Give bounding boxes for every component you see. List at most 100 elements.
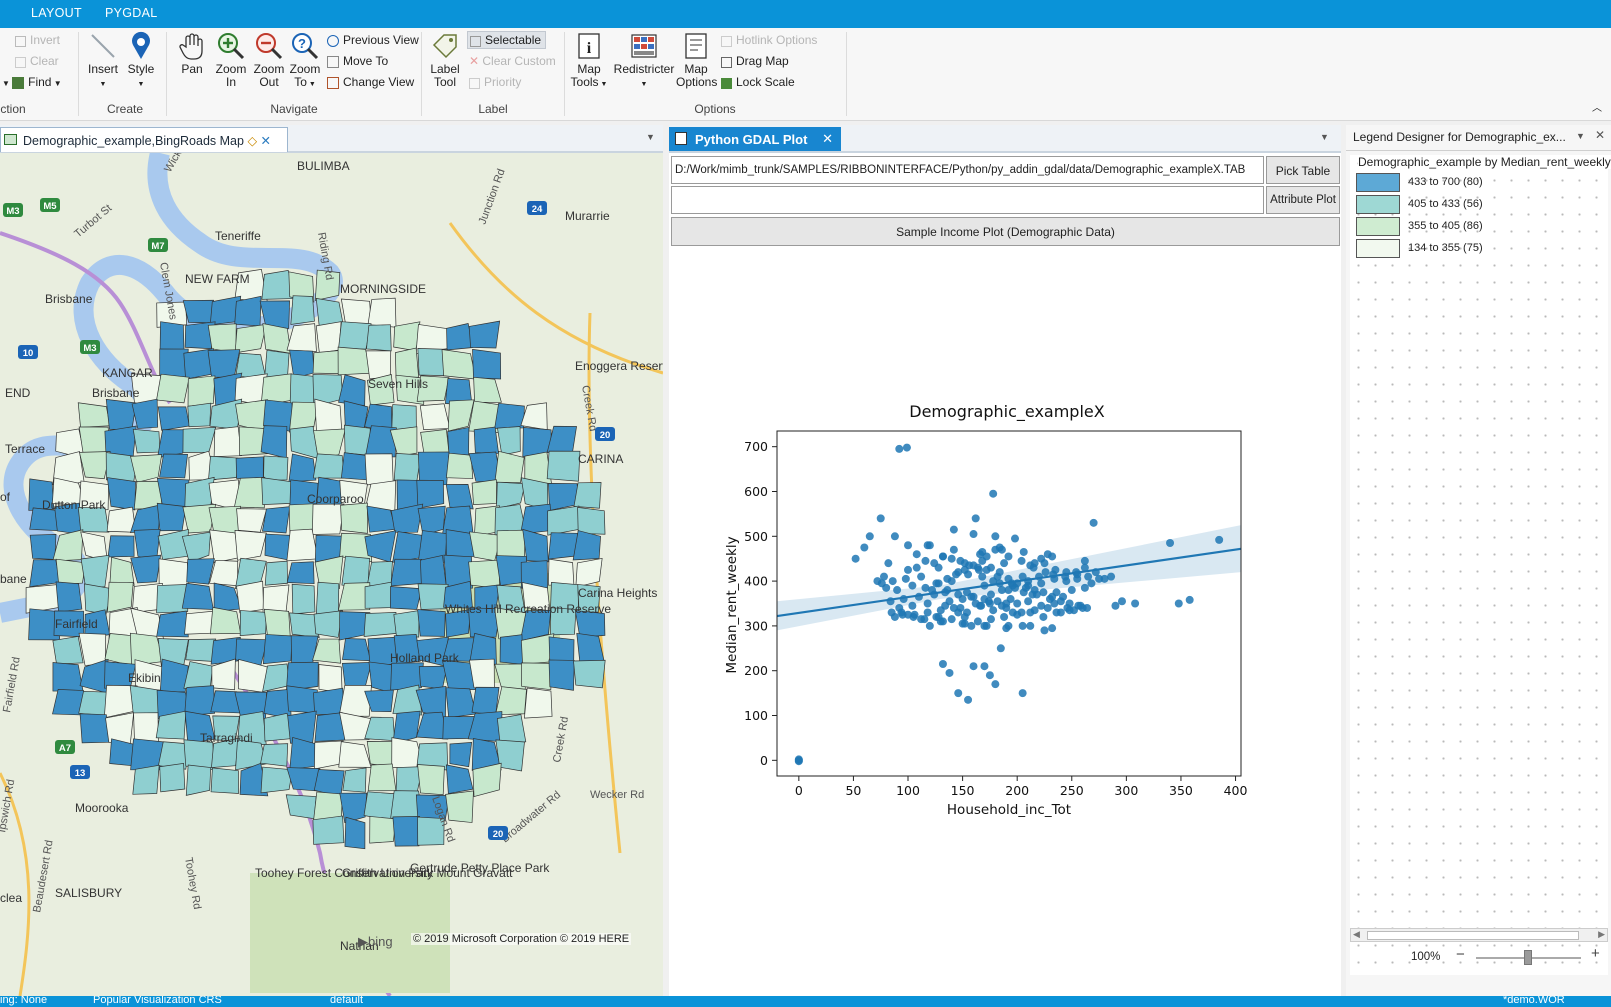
pick-table-button[interactable]: Pick Table bbox=[1266, 156, 1340, 184]
suburb-region[interactable] bbox=[337, 582, 371, 611]
suburb-region[interactable] bbox=[339, 792, 368, 824]
suburb-region[interactable] bbox=[286, 661, 319, 692]
priority-button[interactable]: Priority bbox=[469, 75, 521, 89]
suburb-region[interactable] bbox=[313, 687, 345, 716]
suburb-region[interactable] bbox=[363, 612, 397, 637]
suburb-region[interactable] bbox=[339, 711, 372, 741]
suburb-region[interactable] bbox=[207, 349, 241, 378]
zoom-out-button[interactable]: Zoom Out bbox=[252, 31, 286, 89]
scroll-left-icon[interactable]: ◀ bbox=[1353, 929, 1360, 939]
suburb-region[interactable] bbox=[496, 481, 526, 510]
choropleth-map[interactable]: BULIMBA Murarrie Teneriffe Brisbane NEW FARM… bbox=[0, 153, 663, 996]
suburb-region[interactable] bbox=[233, 476, 266, 509]
suburb-region[interactable] bbox=[313, 428, 346, 460]
suburb-region[interactable] bbox=[155, 710, 187, 740]
suburb-region[interactable] bbox=[367, 374, 395, 406]
suburb-region[interactable] bbox=[239, 610, 267, 637]
suburb-region[interactable] bbox=[312, 815, 345, 845]
suburb-region[interactable] bbox=[109, 556, 135, 588]
suburb-region[interactable] bbox=[494, 450, 525, 484]
suburb-region[interactable] bbox=[186, 558, 215, 585]
suburb-region[interactable] bbox=[522, 528, 549, 563]
suburb-region[interactable] bbox=[132, 764, 160, 795]
suburb-region[interactable] bbox=[234, 323, 267, 354]
suburb-region[interactable] bbox=[312, 453, 345, 479]
suburb-region[interactable] bbox=[29, 534, 57, 560]
suburb-region[interactable] bbox=[471, 686, 500, 715]
suburb-region[interactable] bbox=[471, 479, 497, 505]
suburb-region[interactable] bbox=[417, 764, 445, 796]
map-tools-button[interactable]: i Map Tools ▼ bbox=[569, 31, 609, 91]
suburb-region[interactable] bbox=[445, 790, 474, 823]
suburb-region[interactable] bbox=[105, 398, 137, 430]
suburb-region[interactable] bbox=[342, 767, 367, 793]
suburb-region[interactable] bbox=[130, 454, 163, 483]
suburb-region[interactable] bbox=[550, 607, 577, 636]
suburb-region[interactable] bbox=[494, 402, 525, 429]
suburb-region[interactable] bbox=[314, 269, 341, 301]
suburb-region[interactable] bbox=[159, 321, 185, 351]
suburb-region[interactable] bbox=[416, 479, 445, 509]
suburb-region[interactable] bbox=[367, 297, 397, 328]
status-projection[interactable]: Popular Visualization CRS bbox=[93, 996, 222, 1006]
suburb-region[interactable] bbox=[234, 295, 262, 327]
sample-income-plot-button[interactable]: Sample Income Plot (Demographic Data) bbox=[671, 217, 1340, 246]
label-tool-button[interactable]: Label Tool bbox=[428, 31, 462, 89]
suburb-region[interactable] bbox=[447, 399, 475, 432]
suburb-region[interactable] bbox=[211, 737, 241, 769]
suburb-region[interactable] bbox=[366, 324, 392, 352]
suburb-region[interactable] bbox=[156, 610, 189, 638]
suburb-region[interactable] bbox=[338, 321, 372, 351]
suburb-region[interactable] bbox=[106, 477, 136, 511]
suburb-region[interactable] bbox=[393, 634, 421, 664]
suburb-region[interactable] bbox=[261, 477, 294, 505]
suburb-region[interactable] bbox=[471, 738, 502, 771]
suburb-region[interactable] bbox=[262, 506, 291, 534]
suburb-region[interactable] bbox=[573, 482, 602, 509]
suburb-region[interactable] bbox=[187, 375, 216, 407]
suburb-region[interactable] bbox=[392, 684, 423, 716]
suburb-region[interactable] bbox=[415, 794, 450, 822]
suburb-region[interactable] bbox=[156, 301, 188, 328]
suburb-region[interactable] bbox=[239, 762, 269, 797]
suburb-region[interactable] bbox=[472, 762, 502, 798]
suburb-region[interactable] bbox=[211, 658, 236, 691]
suburb-region[interactable] bbox=[393, 610, 420, 638]
suburb-region[interactable] bbox=[390, 503, 424, 533]
suburb-region[interactable] bbox=[364, 453, 394, 486]
zoom-slider[interactable] bbox=[1476, 950, 1581, 965]
suburb-region[interactable] bbox=[285, 794, 317, 820]
suburb-region[interactable] bbox=[445, 764, 474, 795]
tab-layout[interactable]: LAYOUT bbox=[31, 6, 82, 20]
suburb-region[interactable] bbox=[548, 659, 575, 691]
suburb-region[interactable] bbox=[390, 662, 424, 691]
attribute-field[interactable] bbox=[671, 186, 1264, 214]
suburb-region[interactable] bbox=[159, 453, 188, 479]
suburb-region[interactable] bbox=[289, 349, 315, 379]
suburb-region[interactable] bbox=[577, 506, 606, 535]
suburb-region[interactable] bbox=[259, 300, 290, 329]
suburb-region[interactable] bbox=[77, 402, 111, 428]
suburb-region[interactable] bbox=[468, 559, 500, 589]
suburb-region[interactable] bbox=[449, 741, 473, 768]
suburb-region[interactable] bbox=[364, 425, 397, 458]
legend-canvas[interactable]: Demographic_example by Median_rent_weekl… bbox=[1350, 155, 1611, 975]
suburb-region[interactable] bbox=[496, 714, 527, 746]
suburb-region[interactable] bbox=[311, 503, 345, 535]
suburb-region[interactable] bbox=[286, 323, 317, 352]
suburb-region[interactable] bbox=[288, 453, 317, 483]
suburb-region[interactable] bbox=[441, 349, 477, 380]
zoom-to-button[interactable]: ? Zoom To ▼ bbox=[288, 31, 322, 91]
suburb-region[interactable] bbox=[548, 558, 575, 586]
suburb-region[interactable] bbox=[156, 584, 189, 614]
suburb-region[interactable] bbox=[445, 452, 474, 479]
suburb-region[interactable] bbox=[213, 426, 242, 458]
suburb-region[interactable] bbox=[389, 426, 418, 457]
suburb-region[interactable] bbox=[287, 710, 317, 744]
suburb-region[interactable] bbox=[340, 502, 368, 534]
redistricter-button[interactable]: Redistricter ▼ bbox=[612, 31, 676, 91]
suburb-region[interactable] bbox=[417, 609, 446, 637]
suburb-region[interactable] bbox=[468, 607, 502, 638]
suburb-region[interactable] bbox=[390, 558, 424, 587]
attribute-plot-button[interactable]: Attribute Plot bbox=[1266, 186, 1340, 214]
